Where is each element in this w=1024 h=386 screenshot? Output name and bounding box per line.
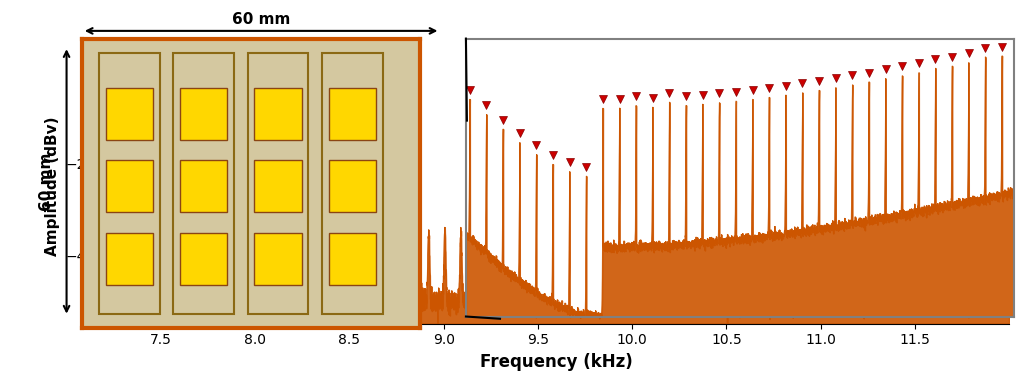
Bar: [254, 88, 302, 140]
Bar: [105, 160, 153, 212]
Y-axis label: Amplitude (dBv): Amplitude (dBv): [45, 117, 60, 256]
Bar: [180, 232, 227, 285]
Text: 60 mm: 60 mm: [231, 12, 291, 27]
X-axis label: Frequency (kHz): Frequency (kHz): [480, 353, 633, 371]
Bar: [254, 160, 302, 212]
Bar: [105, 232, 153, 285]
Bar: [98, 53, 160, 313]
Bar: [180, 160, 227, 212]
Bar: [173, 53, 234, 313]
Bar: [329, 88, 376, 140]
Bar: [322, 53, 383, 313]
Bar: [180, 88, 227, 140]
Text: 60 mm: 60 mm: [39, 152, 53, 211]
Bar: [254, 232, 302, 285]
Bar: [329, 160, 376, 212]
Bar: [248, 53, 308, 313]
Bar: [329, 232, 376, 285]
Bar: [105, 88, 153, 140]
